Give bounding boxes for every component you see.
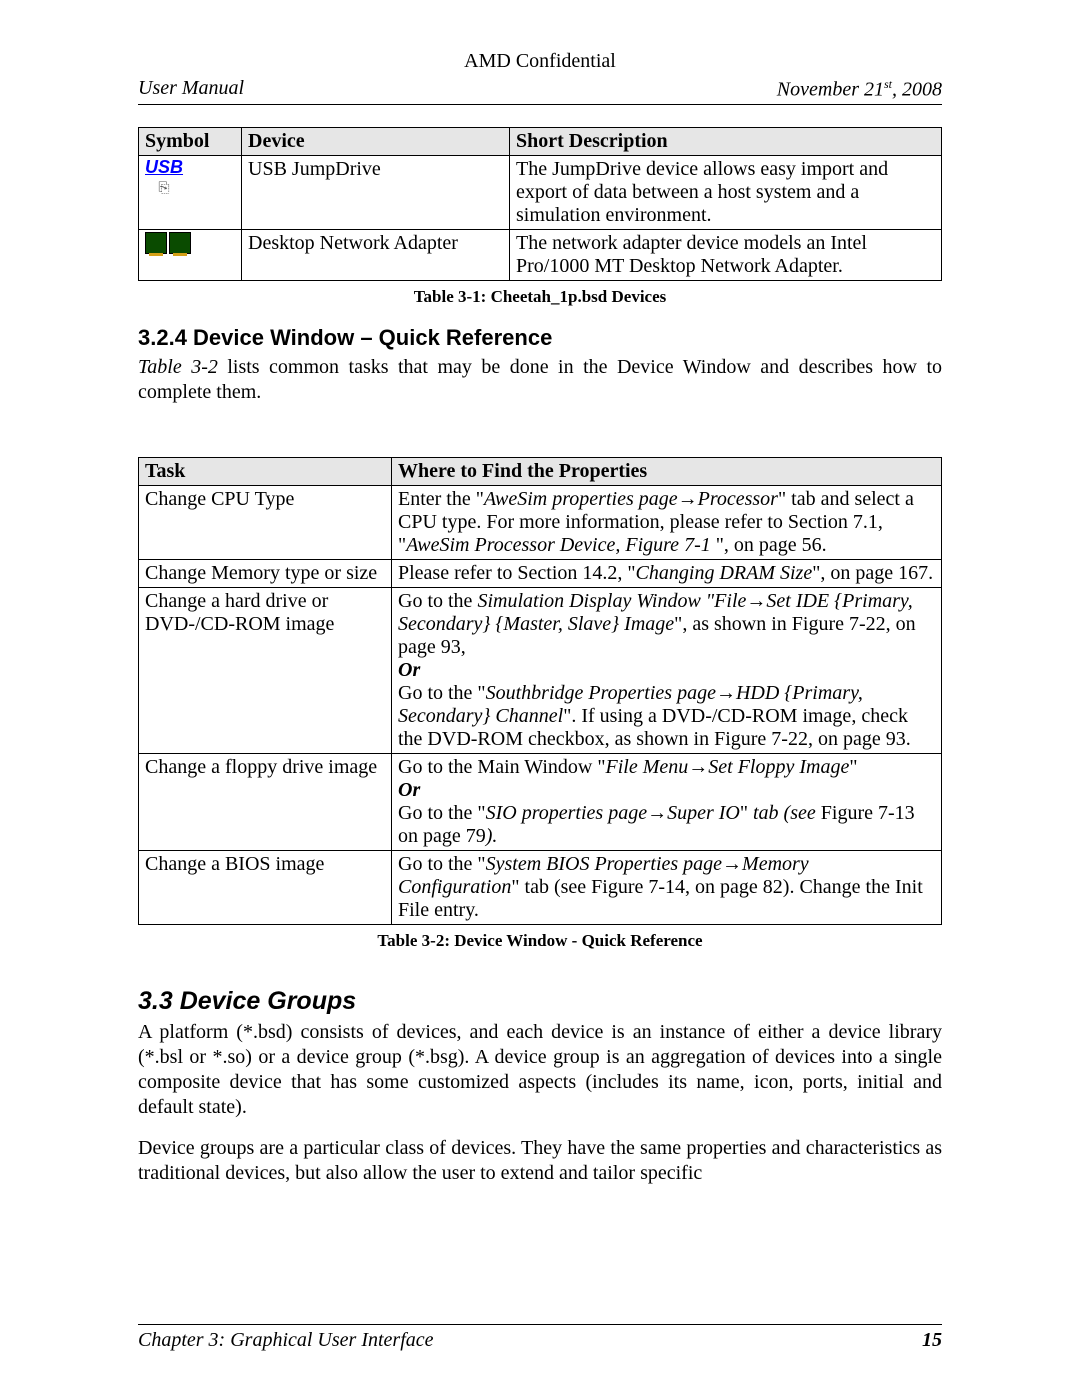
table-row: Desktop Network Adapter The network adap… xyxy=(139,229,942,280)
prop-cell: Go to the "System BIOS Properties page→M… xyxy=(392,850,942,924)
task-cell: Change a BIOS image xyxy=(139,850,392,924)
header-row: User Manual November 21st, 2008 xyxy=(138,77,942,105)
table-row: Change Memory type or size Please refer … xyxy=(139,559,942,587)
desc-cell: The network adapter device models an Int… xyxy=(510,229,942,280)
section-324-para: Table 3-2 lists common tasks that may be… xyxy=(138,355,942,405)
section-33-heading: 3.3 Device Groups xyxy=(138,987,942,1016)
footer-page: 15 xyxy=(922,1329,942,1352)
quickref-table: Task Where to Find the Properties Change… xyxy=(138,457,942,925)
col-device: Device xyxy=(242,127,510,155)
section-33-p1: A platform (*.bsd) consists of devices, … xyxy=(138,1020,942,1120)
prop-cell: Enter the "AweSim properties page→Proces… xyxy=(392,485,942,559)
footer: Chapter 3: Graphical User Interface 15 xyxy=(138,1324,942,1352)
section-324-heading: 3.2.4 Device Window – Quick Reference xyxy=(138,325,942,351)
prop-cell: Go to the Simulation Display Window "Fil… xyxy=(392,587,942,753)
header-right: November 21st, 2008 xyxy=(777,77,942,102)
section-33-p2: Device groups are a particular class of … xyxy=(138,1136,942,1186)
header-left: User Manual xyxy=(138,77,244,102)
table-row: Change a hard drive or DVD-/CD-ROM image… xyxy=(139,587,942,753)
page: AMD Confidential User Manual November 21… xyxy=(0,0,1080,1397)
col-symbol: Symbol xyxy=(139,127,242,155)
network-adapter-icon xyxy=(145,232,191,254)
desc-cell: The JumpDrive device allows easy import … xyxy=(510,155,942,229)
task-cell: Change a hard drive or DVD-/CD-ROM image xyxy=(139,587,392,753)
col-desc: Short Description xyxy=(510,127,942,155)
footer-left: Chapter 3: Graphical User Interface xyxy=(138,1329,434,1352)
table-row: Change CPU Type Enter the "AweSim proper… xyxy=(139,485,942,559)
header-confidential: AMD Confidential xyxy=(138,50,942,73)
usb-icon: USB ⎘ xyxy=(145,158,183,196)
col-task: Task xyxy=(139,457,392,485)
symbol-cell xyxy=(139,229,242,280)
task-cell: Change Memory type or size xyxy=(139,559,392,587)
devices-table: Symbol Device Short Description USB ⎘ US… xyxy=(138,127,942,281)
table1-caption: Table 3-1: Cheetah_1p.bsd Devices xyxy=(138,287,942,307)
device-cell: USB JumpDrive xyxy=(242,155,510,229)
task-cell: Change a floppy drive image xyxy=(139,753,392,850)
table2-caption: Table 3-2: Device Window - Quick Referen… xyxy=(138,931,942,951)
prop-cell: Go to the Main Window "File Menu→Set Flo… xyxy=(392,753,942,850)
table-row: Change a BIOS image Go to the "System BI… xyxy=(139,850,942,924)
prop-cell: Please refer to Section 14.2, "Changing … xyxy=(392,559,942,587)
device-cell: Desktop Network Adapter xyxy=(242,229,510,280)
table-row: USB ⎘ USB JumpDrive The JumpDrive device… xyxy=(139,155,942,229)
task-cell: Change CPU Type xyxy=(139,485,392,559)
symbol-cell: USB ⎘ xyxy=(139,155,242,229)
table-row: Change a floppy drive image Go to the Ma… xyxy=(139,753,942,850)
col-prop: Where to Find the Properties xyxy=(392,457,942,485)
